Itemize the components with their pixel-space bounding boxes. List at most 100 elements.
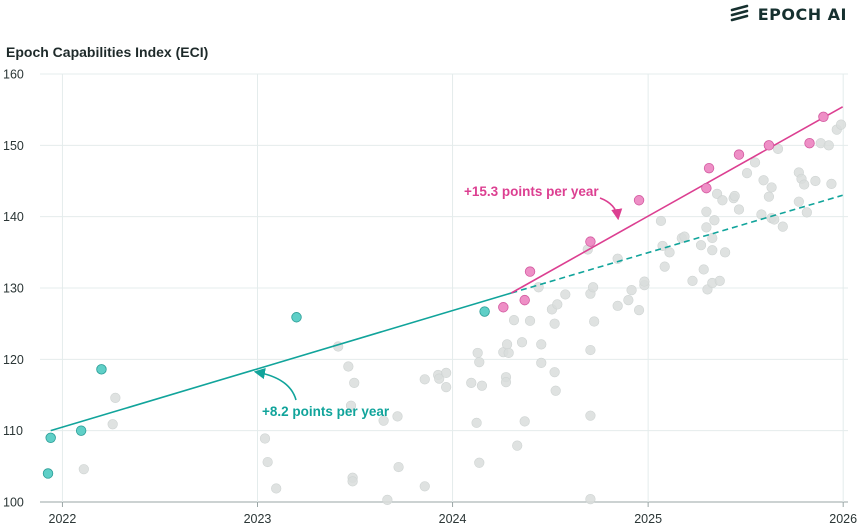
y-tick-label: 160 (3, 68, 24, 82)
y-tick-label: 110 (3, 424, 23, 438)
trend-lines-layer (50, 106, 844, 432)
model-point (763, 191, 775, 202)
y-tick-label: 100 (3, 496, 24, 510)
model-point (516, 337, 528, 348)
model-point (262, 456, 273, 468)
model-point (259, 433, 271, 444)
model-point (519, 416, 530, 427)
brand-name: EPOCH AI (757, 4, 847, 24)
model-point (474, 357, 485, 368)
x-tick-label: 2026 (829, 512, 857, 526)
annotations-layer: +8.2 points per year +15.3 points per yea… (253, 184, 623, 419)
model-point (501, 339, 513, 350)
x-tick-label: 2025 (634, 512, 662, 526)
model-point (733, 204, 745, 215)
model-point (741, 168, 753, 179)
model-point (347, 476, 358, 487)
model-point (349, 377, 360, 388)
x-tick-label: 2024 (439, 512, 467, 526)
model-point (271, 483, 282, 494)
recent-frontier-point (498, 302, 509, 313)
early-trend-extrapolation (511, 194, 843, 294)
model-point (714, 275, 725, 286)
model-point (799, 179, 810, 190)
model-point (623, 295, 634, 306)
early-rate-annotation: +8.2 points per year (262, 404, 390, 419)
early-frontier-point (479, 306, 490, 317)
model-point (587, 282, 599, 293)
model-point (777, 221, 788, 232)
model-point (512, 440, 523, 451)
recent-frontier-point (818, 111, 829, 123)
points-layer (78, 119, 847, 505)
model-point (419, 481, 430, 492)
recent-frontier-point (633, 195, 645, 206)
model-point (810, 175, 821, 187)
model-point (772, 143, 784, 154)
model-point (589, 316, 600, 327)
model-point (793, 196, 804, 207)
ticks-layer: 100 110 120 130 140 150 160 2022 2023 2024 2025 202… (3, 68, 857, 527)
recent-frontier-point (519, 294, 530, 306)
model-point (701, 222, 712, 233)
early-frontier-point (45, 432, 56, 444)
model-point (698, 264, 709, 275)
model-point (585, 494, 596, 505)
grid-layer (40, 73, 848, 503)
model-point (550, 385, 561, 396)
model-point (441, 367, 452, 378)
highlight-points-layer (42, 111, 829, 479)
y-tick-label: 120 (3, 353, 24, 367)
recent-rate-annotation: +15.3 points per year (464, 184, 599, 199)
model-point (549, 367, 560, 378)
x-tick-label: 2023 (244, 512, 272, 526)
model-point (536, 357, 547, 369)
model-point (392, 411, 403, 422)
model-point (508, 315, 520, 326)
recent-frontier-point (585, 236, 596, 247)
epoch-logo-icon (730, 4, 749, 22)
model-point (500, 377, 512, 388)
model-point (472, 347, 483, 359)
model-point (549, 318, 560, 329)
model-point (378, 415, 389, 426)
model-point (701, 206, 712, 217)
model-point (466, 377, 477, 388)
model-point (679, 231, 690, 242)
model-point (639, 276, 650, 287)
model-point (471, 417, 482, 428)
model-point (552, 299, 563, 310)
early-frontier-point (75, 425, 87, 436)
model-point (709, 215, 720, 226)
model-point (707, 245, 718, 256)
model-point (382, 494, 393, 505)
recent-trend-line (510, 106, 844, 294)
model-point (717, 195, 728, 206)
model-point (524, 315, 536, 326)
model-point (476, 380, 488, 391)
model-point (633, 305, 645, 316)
model-point (655, 215, 667, 227)
recent-frontier-point (701, 182, 712, 194)
model-point (766, 182, 777, 193)
model-point (474, 457, 485, 468)
model-point (107, 419, 118, 430)
model-point (78, 464, 89, 475)
model-point (612, 300, 623, 311)
model-point (729, 190, 740, 202)
model-point (585, 344, 596, 356)
model-point (110, 392, 121, 403)
model-point (626, 285, 637, 296)
model-point (749, 157, 761, 168)
brand-logo: EPOCH AI (730, 4, 847, 24)
model-point (719, 247, 731, 258)
early-frontier-point (96, 364, 107, 375)
model-point (585, 410, 596, 421)
model-point (659, 261, 670, 272)
model-point (503, 347, 514, 359)
model-point (560, 289, 571, 300)
model-point (826, 178, 837, 189)
model-point (393, 461, 404, 473)
early-rate-arrow (253, 368, 297, 401)
